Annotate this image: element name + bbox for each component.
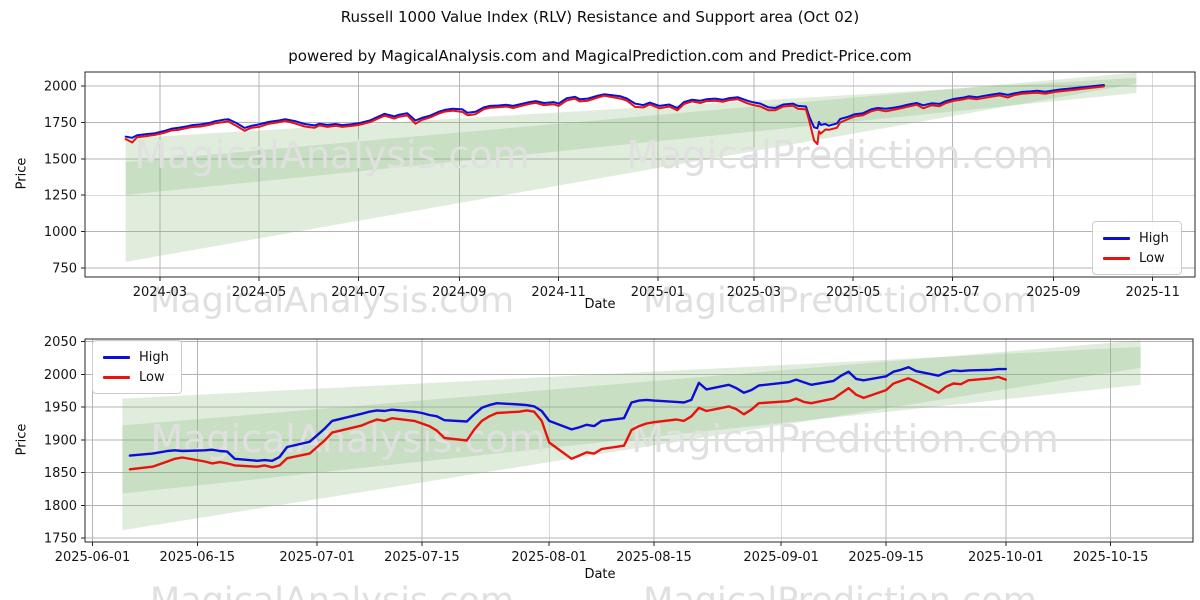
- low-line-swatch: [103, 375, 130, 379]
- legend-row: Low: [1103, 248, 1169, 268]
- svg-text:1950: 1950: [44, 401, 77, 416]
- svg-text:2000: 2000: [44, 368, 77, 383]
- svg-text:2025-07: 2025-07: [925, 285, 979, 300]
- svg-text:MagicalPrediction.com: MagicalPrediction.com: [631, 417, 1059, 461]
- svg-text:1500: 1500: [44, 152, 77, 167]
- svg-text:1000: 1000: [44, 225, 77, 240]
- svg-text:2024-07: 2024-07: [331, 285, 385, 300]
- top-chart-legend: High Low: [1092, 221, 1182, 275]
- svg-text:2000: 2000: [44, 80, 77, 95]
- svg-text:MagicalPrediction.com: MagicalPrediction.com: [626, 133, 1054, 177]
- figure-title: Russell 1000 Value Index (RLV) Resistanc…: [340, 8, 860, 26]
- svg-text:2050: 2050: [44, 335, 77, 350]
- svg-text:MagicalPrediction.com: MagicalPrediction.com: [643, 281, 1037, 321]
- svg-text:2025-05: 2025-05: [826, 285, 880, 300]
- svg-text:2025-09-15: 2025-09-15: [848, 550, 924, 565]
- svg-text:2024-05: 2024-05: [232, 285, 286, 300]
- bottom-chart-plot: MagicalAnalysis.com MagicalPrediction.com…: [44, 335, 1194, 600]
- svg-text:2025-07-01: 2025-07-01: [279, 550, 355, 565]
- svg-text:1250: 1250: [44, 189, 77, 204]
- high-line-swatch: [103, 355, 130, 359]
- svg-text:1750: 1750: [44, 116, 77, 131]
- svg-text:2025-08-01: 2025-08-01: [511, 550, 587, 565]
- bottom-chart-ylabel: Price: [14, 423, 30, 456]
- top-chart-xlabel: Date: [584, 297, 616, 312]
- svg-text:2024-09: 2024-09: [432, 285, 486, 300]
- svg-text:MagicalAnalysis.com: MagicalAnalysis.com: [134, 133, 529, 177]
- svg-text:MagicalAnalysis.com: MagicalAnalysis.com: [150, 581, 514, 600]
- svg-text:2025-09-01: 2025-09-01: [743, 550, 819, 565]
- high-line-swatch: [1103, 236, 1130, 240]
- svg-text:1900: 1900: [44, 433, 77, 448]
- svg-text:MagicalPrediction.com: MagicalPrediction.com: [643, 581, 1037, 600]
- figure-subtitle: powered by MagicalAnalysis.com and Magic…: [288, 47, 912, 65]
- svg-text:1800: 1800: [44, 499, 77, 514]
- svg-text:1850: 1850: [44, 466, 77, 481]
- svg-text:2025-07-15: 2025-07-15: [384, 550, 460, 565]
- legend-row: High: [103, 347, 169, 367]
- svg-text:1750: 1750: [44, 532, 77, 547]
- svg-text:MagicalAnalysis.com: MagicalAnalysis.com: [150, 417, 545, 461]
- svg-text:2024-11: 2024-11: [531, 285, 585, 300]
- svg-text:2025-09: 2025-09: [1026, 285, 1080, 300]
- legend-label-low: Low: [139, 369, 165, 385]
- svg-text:2024-03: 2024-03: [133, 285, 187, 300]
- top-chart-ylabel: Price: [14, 157, 30, 190]
- legend-label-high: High: [139, 349, 169, 365]
- bottom-chart-xlabel: Date: [584, 567, 616, 582]
- legend-label-high: High: [1139, 230, 1169, 246]
- low-line-swatch: [1103, 256, 1130, 260]
- svg-text:2025-10-01: 2025-10-01: [968, 550, 1044, 565]
- legend-label-low: Low: [1139, 250, 1165, 266]
- svg-text:2025-11: 2025-11: [1126, 285, 1180, 300]
- svg-text:2025-03: 2025-03: [727, 285, 781, 300]
- legend-row: Low: [103, 367, 169, 387]
- bottom-chart-legend: High Low: [92, 340, 182, 394]
- svg-text:2025-06-15: 2025-06-15: [160, 550, 236, 565]
- top-chart-plot: MagicalAnalysis.com MagicalPrediction.com…: [44, 71, 1196, 321]
- svg-text:2025-10-15: 2025-10-15: [1073, 550, 1149, 565]
- svg-text:2025-08-15: 2025-08-15: [616, 550, 692, 565]
- svg-text:2025-06-01: 2025-06-01: [55, 550, 131, 565]
- svg-text:MagicalAnalysis.com: MagicalAnalysis.com: [150, 281, 514, 321]
- legend-row: High: [1103, 228, 1169, 248]
- svg-text:750: 750: [52, 262, 77, 277]
- svg-text:2025-01: 2025-01: [631, 285, 685, 300]
